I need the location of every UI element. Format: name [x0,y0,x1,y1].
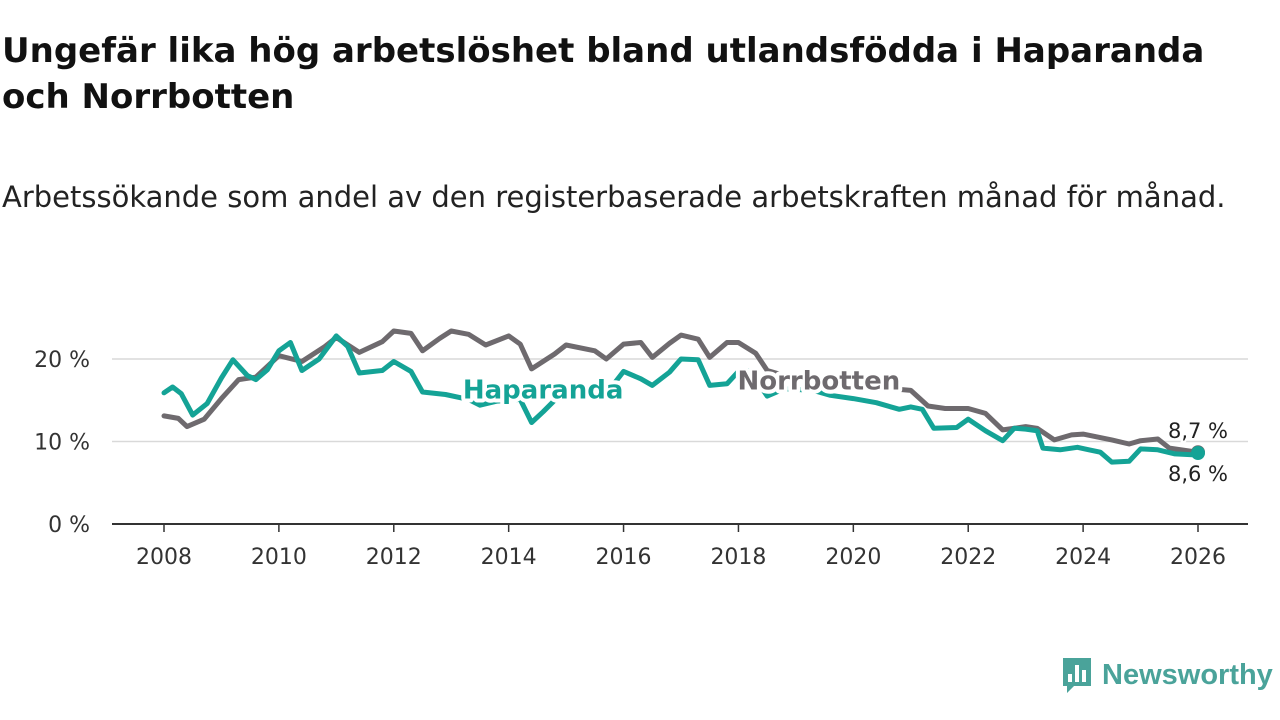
series-line-haparanda [161,333,1201,465]
x-tick-label: 2010 [251,545,307,570]
x-tick-label: 2022 [940,545,996,570]
chart-subtitle: Arbetssökande som andel av den registerb… [2,180,1226,214]
x-tick-label: 2020 [825,545,881,570]
y-tick-label: 0 % [48,513,90,538]
series-label-norrbotten: Norrbotten [737,366,900,396]
end-label-haparanda: 8,6 % [1168,462,1228,486]
x-tick-label: 2014 [481,545,537,570]
x-tick-label: 2008 [136,545,192,570]
x-tick-label: 2026 [1170,545,1226,570]
end-label-norrbotten: 8,7 % [1168,419,1228,443]
brand-name: Newsworthy [1102,658,1273,691]
series-line-norrbotten [161,328,1201,455]
x-tick-label: 2012 [366,545,422,570]
x-tick-label: 2016 [596,545,652,570]
bar-chart-icon [1063,658,1091,693]
chart-title: Ungefär lika hög arbetslöshet bland utla… [2,31,1205,117]
y-tick-label: 20 % [34,348,90,373]
x-tick-label: 2024 [1055,545,1111,570]
newsworthy-logo: Newsworthy [1060,653,1273,697]
y-tick-label: 10 % [34,431,90,456]
series-label-haparanda: Haparanda [463,376,624,406]
x-tick-label: 2018 [710,545,766,570]
end-dot-haparanda [1191,446,1205,461]
